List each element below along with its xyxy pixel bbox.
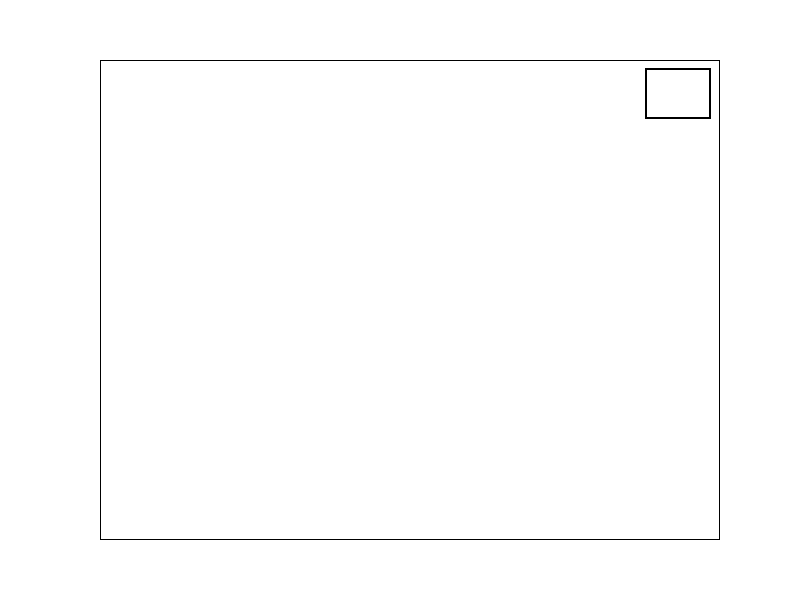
legend-item-fp — [647, 94, 709, 113]
legend — [645, 68, 711, 119]
legend-swatch-fp-icon — [654, 99, 682, 109]
legend-swatch-tp-icon — [654, 80, 682, 90]
plot-area — [100, 60, 720, 540]
legend-item-tp — [647, 75, 709, 94]
